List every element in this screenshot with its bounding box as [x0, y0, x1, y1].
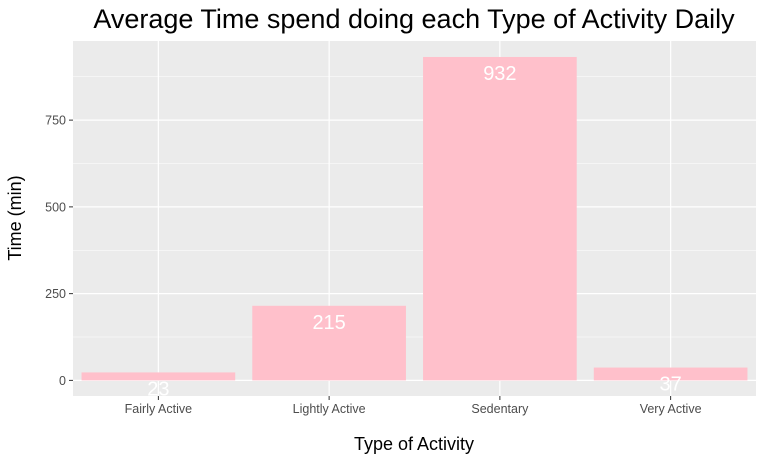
y-tick-label: 750: [45, 114, 66, 128]
x-axis-title: Type of Activity: [354, 434, 474, 454]
x-tick-label: Very Active: [640, 402, 702, 416]
y-axis: 0 250 500 750: [45, 114, 73, 388]
plot-panel: [73, 41, 756, 396]
bar-labels: 23 215 932 37: [147, 63, 682, 400]
bar-value-label: 215: [312, 312, 345, 334]
bar-value-label: 932: [483, 63, 516, 85]
bar: [252, 305, 406, 381]
y-axis-title: Time (min): [5, 175, 25, 260]
x-tick-label: Fairly Active: [125, 402, 192, 416]
chart-title: Average Time spend doing each Type of Ac…: [93, 4, 735, 34]
bar-value-label: 37: [660, 374, 682, 396]
x-axis: Fairly Active Lightly Active Sedentary Very…: [125, 396, 702, 416]
bar: [593, 367, 748, 381]
bars: [81, 56, 748, 381]
x-tick-label: Lightly Active: [293, 402, 366, 416]
grid-minor: [73, 76, 756, 338]
x-tick-label: Sedentary: [471, 402, 529, 416]
bar: [423, 56, 577, 381]
y-tick-label: 250: [45, 287, 66, 301]
y-tick-label: 500: [45, 200, 66, 214]
bar: [81, 372, 236, 381]
y-tick-label: 0: [59, 374, 66, 388]
bar-value-label: 23: [147, 378, 169, 400]
